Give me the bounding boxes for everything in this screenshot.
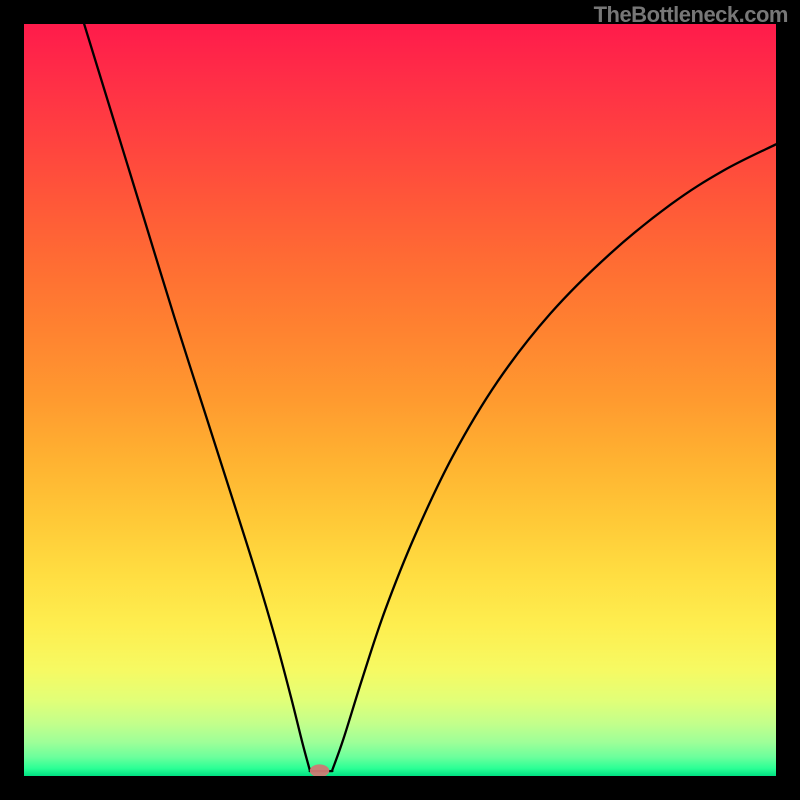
optimal-point-marker [310,764,330,777]
chart-container: TheBottleneck.com [0,0,800,800]
watermark-text: TheBottleneck.com [594,2,788,28]
plot-background [24,24,776,776]
bottleneck-chart [0,0,800,800]
